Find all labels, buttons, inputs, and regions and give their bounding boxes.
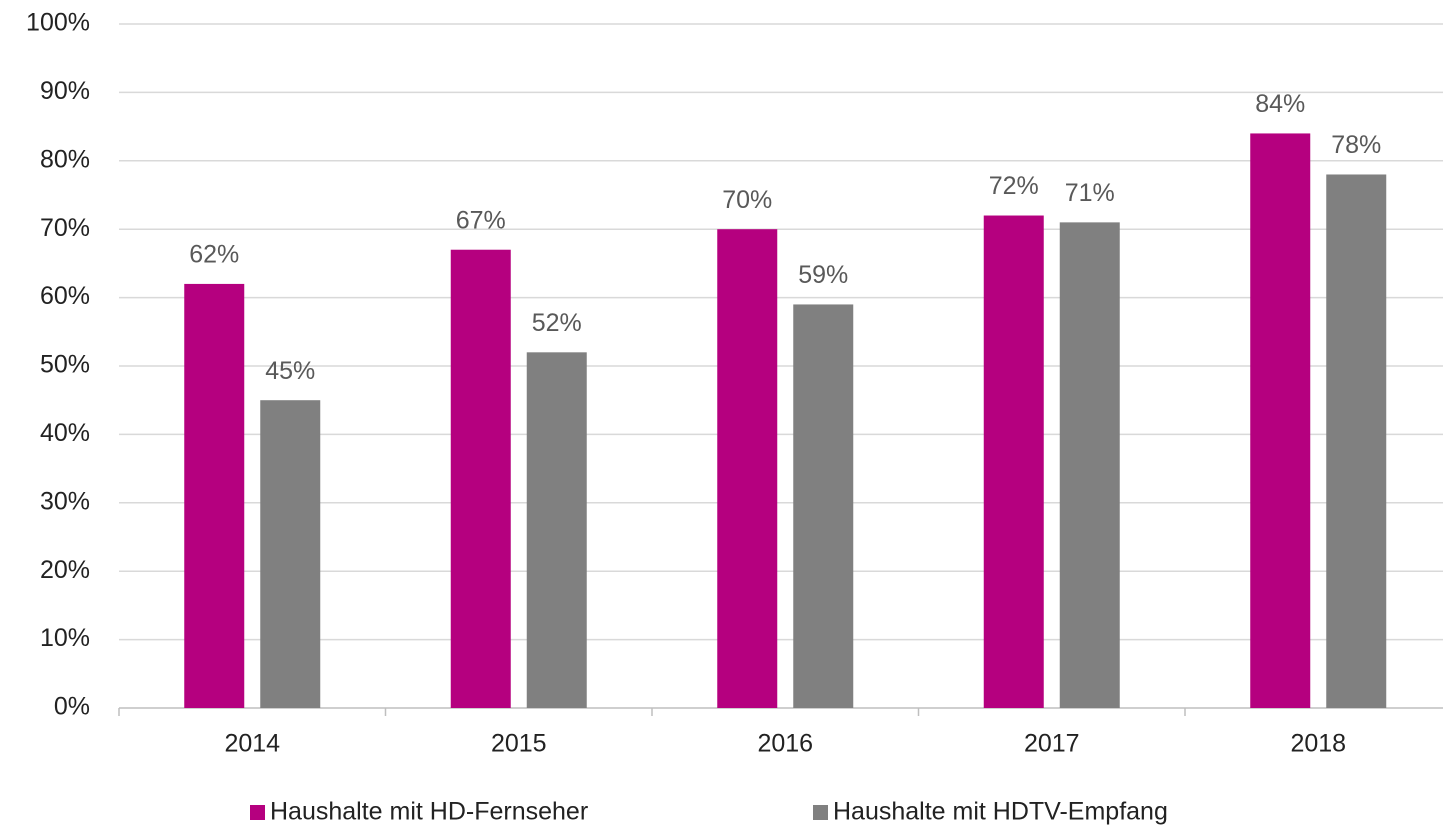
y-tick-label: 90%: [40, 77, 90, 105]
legend-label: Haushalte mit HDTV-Empfang: [833, 798, 1168, 826]
legend-swatch: [813, 805, 828, 820]
bar: [717, 229, 778, 708]
data-label: 52%: [532, 309, 582, 337]
bar: [1326, 174, 1387, 709]
data-label: 62%: [189, 241, 239, 269]
x-tick-label: 2018: [1290, 730, 1346, 758]
bar: [793, 304, 854, 708]
bar: [184, 283, 245, 708]
data-label: 84%: [1255, 90, 1305, 118]
bar: [1250, 133, 1311, 708]
bar: [1059, 222, 1120, 709]
x-tick-label: 2017: [1024, 730, 1080, 758]
x-tick-label: 2015: [491, 730, 547, 758]
y-tick-label: 50%: [40, 351, 90, 379]
bar: [260, 400, 321, 708]
y-tick-label: 40%: [40, 419, 90, 447]
legend-swatch: [250, 805, 265, 820]
y-tick-label: 0%: [54, 693, 90, 721]
y-tick-label: 30%: [40, 487, 90, 515]
y-tick-label: 20%: [40, 556, 90, 584]
y-tick-label: 80%: [40, 145, 90, 173]
bar: [526, 352, 587, 708]
y-tick-label: 10%: [40, 624, 90, 652]
data-label: 71%: [1065, 179, 1115, 207]
data-label: 59%: [798, 261, 848, 289]
data-label: 67%: [456, 206, 506, 234]
bar: [450, 249, 511, 708]
x-tick-label: 2014: [224, 730, 280, 758]
bar: [983, 215, 1044, 708]
y-tick-label: 60%: [40, 282, 90, 310]
data-label: 45%: [265, 357, 315, 385]
legend-label: Haushalte mit HD-Fernseher: [270, 798, 588, 826]
x-tick-label: 2016: [757, 730, 813, 758]
data-label: 78%: [1331, 131, 1381, 159]
y-tick-label: 70%: [40, 214, 90, 242]
y-tick-label: 100%: [26, 9, 90, 37]
data-label: 70%: [722, 186, 772, 214]
data-label: 72%: [989, 172, 1039, 200]
